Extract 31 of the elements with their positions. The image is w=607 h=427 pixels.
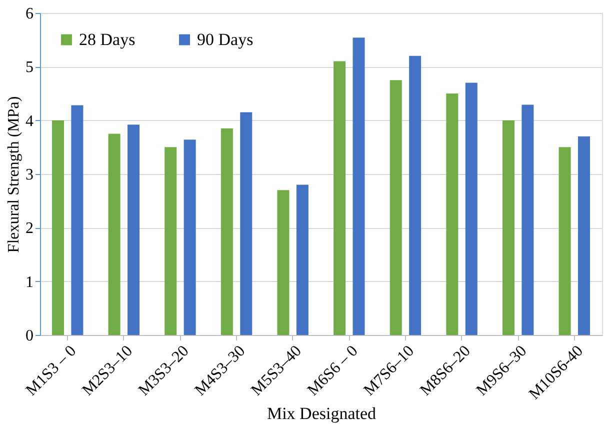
y-tick-label: 6 [26,6,34,22]
bar [446,94,458,335]
y-tick-label: 5 [26,59,34,76]
bar [334,61,346,335]
y-axis-title: Flexural Strength (MPa) [6,96,22,253]
bar [277,190,290,335]
bar [578,136,590,335]
bar [558,147,571,335]
bar [240,112,252,335]
bar [108,134,120,335]
bar [502,120,514,335]
bar [409,56,422,335]
bar [465,82,478,335]
bar [352,38,365,335]
bar [220,128,233,335]
legend-label: 90 Days [197,30,254,49]
y-tick-label: 0 [26,328,34,344]
y-tick-label: 3 [26,166,34,184]
bar [184,140,196,335]
bar [71,105,84,335]
bar [390,80,402,335]
y-tick-label: 1 [26,274,34,291]
x-axis-title: Mix Designated [266,404,377,424]
bar [164,147,177,335]
legend-label: 28 Days [79,30,136,49]
bar [522,104,534,335]
bar [52,120,64,335]
bar [128,124,140,335]
y-tick-label: 4 [26,112,34,130]
y-tick-label: 2 [26,220,34,238]
bar [296,184,308,335]
